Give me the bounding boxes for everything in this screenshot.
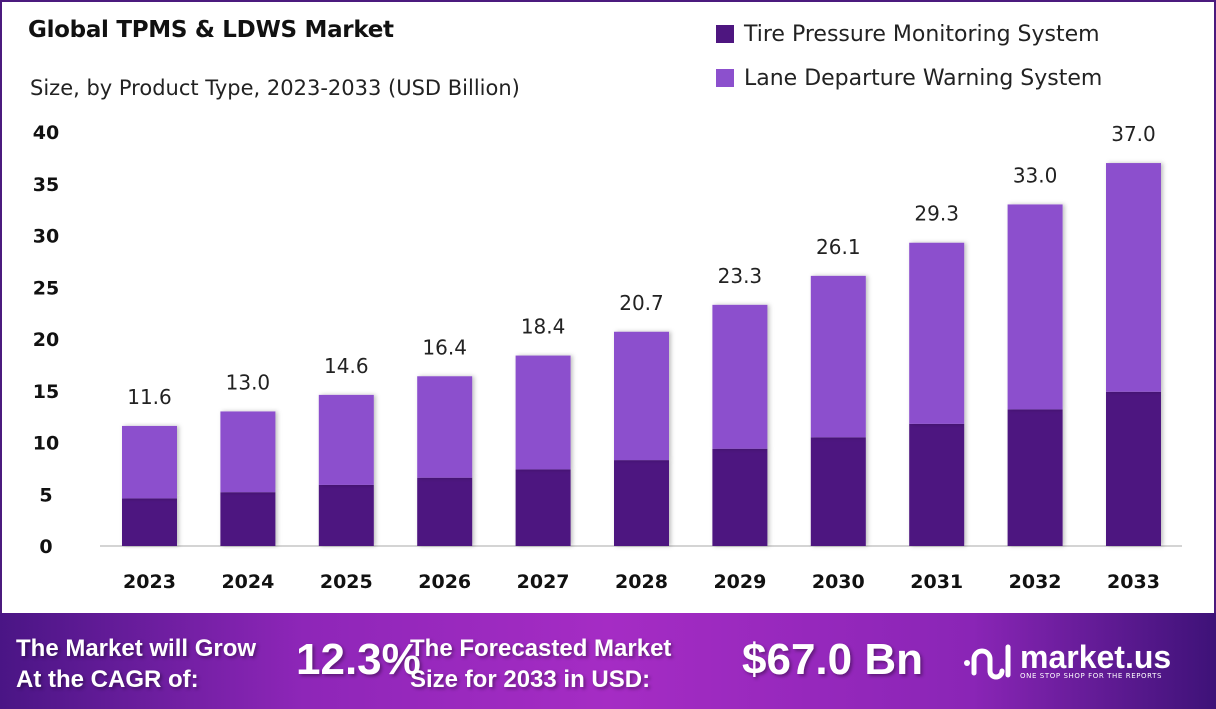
bar-ldws-2023 <box>122 425 177 499</box>
y-tick-label: 40 <box>33 122 59 144</box>
legend-label-tpms: Tire Pressure Monitoring System <box>744 21 1100 47</box>
x-tick-label: 2025 <box>320 571 373 593</box>
y-tick-label: 5 <box>39 484 52 506</box>
x-tick-label: 2030 <box>812 571 865 593</box>
legend-item-ldws: Lane Departure Warning System <box>716 56 1102 100</box>
data-label-2028: 20.7 <box>619 291 664 315</box>
logo-text: market.us <box>1020 639 1172 675</box>
bar-tpms-2032 <box>1007 409 1063 546</box>
y-tick-label: 20 <box>33 329 59 351</box>
market-us-logo: market.us ONE STOP SHOP FOR THE REPORTS <box>962 639 1171 683</box>
chart-title: Global TPMS & LDWS Market <box>28 17 394 43</box>
bar-ldws-2031 <box>909 242 965 424</box>
bar-ldws-2029 <box>712 304 768 449</box>
forecast-label: The Forecasted Market Size for 2033 in U… <box>410 633 671 695</box>
forecast-label-line2: Size for 2033 in USD: <box>410 666 651 693</box>
x-tick-label: 2029 <box>713 571 766 593</box>
cagr-value: 12.3% <box>296 635 421 684</box>
bar-tpms-2029 <box>712 448 768 546</box>
bar-tpms-2028 <box>614 460 669 546</box>
y-tick-label: 35 <box>33 174 59 196</box>
data-label-2023: 11.6 <box>127 385 172 409</box>
bar-tpms-2026 <box>417 477 473 546</box>
legend: Tire Pressure Monitoring System Lane Dep… <box>716 12 1102 100</box>
y-tick-label: 15 <box>33 381 59 403</box>
bar-ldws-2026 <box>417 376 473 478</box>
x-tick-label: 2033 <box>1107 571 1160 593</box>
bar-ldws-2030 <box>810 275 866 438</box>
data-label-2030: 26.1 <box>816 235 861 259</box>
legend-swatch-tpms <box>716 25 734 43</box>
legend-label-ldws: Lane Departure Warning System <box>744 65 1103 91</box>
bar-ldws-2025 <box>318 394 374 485</box>
data-label-2026: 16.4 <box>422 335 467 359</box>
data-label-2024: 13.0 <box>226 370 271 394</box>
cagr-label-line1: The Market will Grow <box>16 635 257 662</box>
y-tick-label: 0 <box>39 536 52 558</box>
bar-ldws-2028 <box>614 331 669 461</box>
bar-tpms-2024 <box>220 492 276 546</box>
y-tick-label: 30 <box>33 226 59 248</box>
x-tick-label: 2027 <box>517 571 570 593</box>
bar-ldws-2027 <box>515 355 571 470</box>
logo-icon <box>964 644 1011 680</box>
x-tick-label: 2032 <box>1009 571 1062 593</box>
x-tick-label: 2028 <box>615 571 668 593</box>
bar-tpms-2025 <box>318 484 374 546</box>
cagr-label-line2: At the CAGR of: <box>16 666 199 693</box>
x-tick-label: 2023 <box>123 571 176 593</box>
data-label-2027: 18.4 <box>521 315 566 339</box>
bar-tpms-2027 <box>515 469 571 546</box>
bar-chart: 051015202530354011.6202313.0202414.62025… <box>33 122 1182 593</box>
chart-subtitle: Size, by Product Type, 2023-2033 (USD Bi… <box>30 76 520 100</box>
y-tick-label: 25 <box>33 277 59 299</box>
y-tick-label: 10 <box>33 433 59 455</box>
bar-tpms-2030 <box>810 437 866 546</box>
x-tick-label: 2024 <box>221 571 274 593</box>
x-tick-label: 2031 <box>910 571 963 593</box>
legend-item-tpms: Tire Pressure Monitoring System <box>716 12 1102 56</box>
forecast-value: $67.0 Bn <box>742 635 923 684</box>
bar-tpms-2023 <box>122 498 177 546</box>
forecast-label-line1: The Forecasted Market <box>410 635 672 662</box>
x-tick-label: 2026 <box>418 571 471 593</box>
cagr-label: The Market will Grow At the CAGR of: <box>16 633 256 695</box>
logo-tagline: ONE STOP SHOP FOR THE REPORTS <box>1020 672 1163 680</box>
data-label-2025: 14.6 <box>324 354 369 378</box>
data-label-2032: 33.0 <box>1013 163 1058 187</box>
legend-swatch-ldws <box>716 69 734 87</box>
bar-tpms-2031 <box>909 423 965 546</box>
bar-ldws-2032 <box>1007 204 1063 410</box>
bar-ldws-2024 <box>220 411 276 493</box>
bar-tpms-2033 <box>1106 391 1161 546</box>
footer-banner: The Market will Grow At the CAGR of: 12.… <box>0 613 1216 709</box>
data-label-2031: 29.3 <box>914 202 959 226</box>
data-label-2029: 23.3 <box>718 264 763 288</box>
data-label-2033: 37.0 <box>1111 122 1156 146</box>
bar-ldws-2033 <box>1106 163 1161 392</box>
